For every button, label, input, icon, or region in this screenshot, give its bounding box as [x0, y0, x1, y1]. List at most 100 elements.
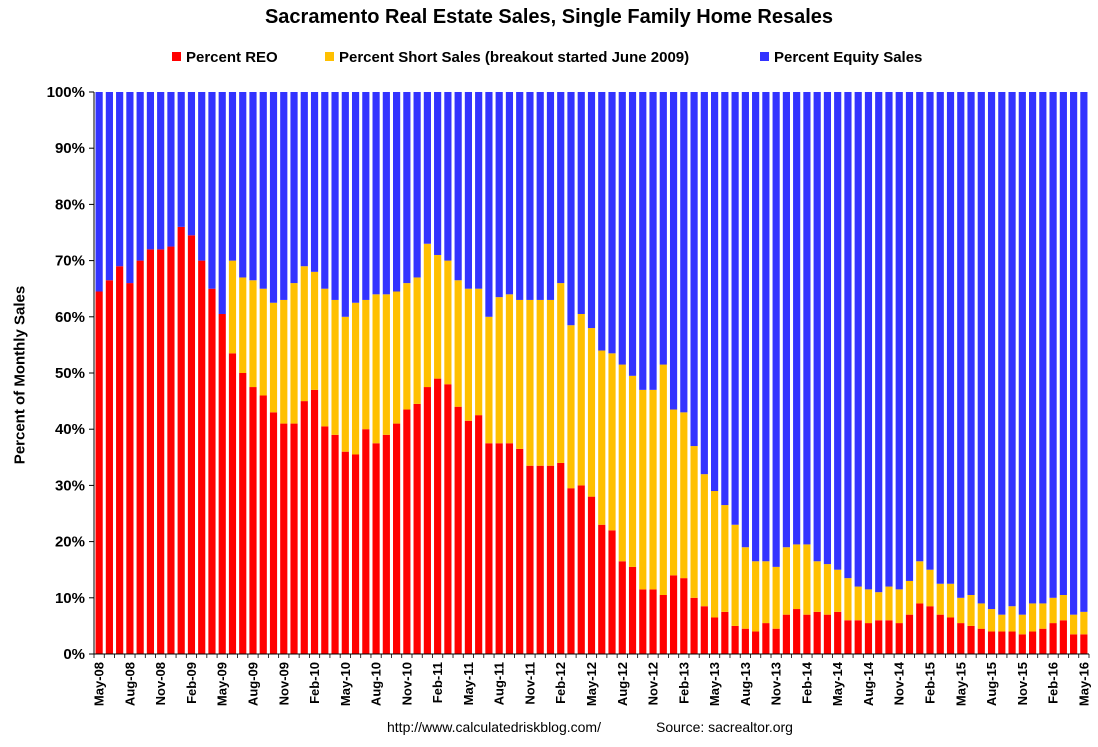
bar-short-sales-May-16 — [1080, 611, 1088, 635]
bar-equity-sales-Feb-15 — [926, 92, 934, 570]
footer-url: http://www.calculatedriskblog.com/ — [387, 719, 601, 735]
x-tick-label: May-15 — [953, 662, 968, 706]
bar-short-sales-Jan-14 — [793, 544, 801, 610]
bar-reo-Feb-10 — [310, 389, 319, 654]
bar-equity-sales-Sep-14 — [875, 92, 883, 593]
bar-equity-sales-May-08 — [95, 92, 103, 292]
bar-equity-sales-Apr-09 — [208, 92, 216, 289]
bar-equity-sales-Sep-12 — [628, 92, 637, 376]
bar-reo-Jun-14 — [844, 620, 852, 654]
bar-reo-Jun-09 — [228, 353, 237, 654]
x-tick-label: Aug-13 — [738, 662, 753, 706]
x-tick-label: Nov-11 — [522, 662, 537, 705]
bar-reo-Feb-15 — [926, 606, 934, 654]
bar-equity-sales-Feb-13 — [680, 92, 688, 413]
bar-reo-Nov-15 — [1018, 634, 1026, 654]
bar-equity-sales-Apr-14 — [823, 92, 832, 565]
bar-reo-Dec-09 — [290, 423, 298, 654]
y-tick-label: 0% — [63, 646, 85, 663]
bar-reo-Dec-14 — [905, 614, 914, 654]
bar-equity-sales-Sep-09 — [259, 92, 267, 289]
bar-short-sales-Sep-11 — [505, 294, 514, 444]
bar-equity-sales-Jun-15 — [967, 92, 975, 595]
bar-short-sales-Oct-13 — [762, 561, 770, 624]
bar-short-sales-Sep-09 — [259, 288, 267, 396]
bar-reo-Dec-10 — [413, 403, 421, 654]
bar-reo-Jul-15 — [977, 628, 985, 654]
bar-equity-sales-Aug-13 — [741, 92, 749, 548]
bar-short-sales-Jun-10 — [351, 302, 360, 455]
bar-equity-sales-Sep-13 — [752, 92, 760, 562]
bar-reo-Aug-09 — [249, 387, 257, 654]
bar-equity-sales-Jul-08 — [116, 92, 124, 267]
bar-equity-sales-Mar-09 — [198, 92, 206, 261]
bar-reo-Apr-09 — [208, 288, 216, 654]
bar-short-sales-Dec-10 — [413, 277, 421, 404]
bar-reo-Sep-09 — [259, 395, 267, 654]
bar-short-sales-Nov-13 — [772, 566, 780, 629]
bar-short-sales-Jun-12 — [598, 350, 606, 525]
x-tick-label: May-13 — [707, 662, 722, 706]
legend-label-reo: Percent REO — [186, 49, 278, 66]
bar-equity-sales-Feb-11 — [434, 92, 442, 255]
bar-reo-Feb-11 — [434, 378, 442, 654]
bar-reo-Dec-11 — [536, 465, 544, 654]
x-tick-label: May-14 — [830, 661, 845, 706]
bar-equity-sales-Jul-15 — [977, 92, 985, 604]
x-tick-label: Nov-13 — [769, 662, 784, 705]
bar-short-sales-Oct-15 — [1008, 606, 1016, 632]
bar-short-sales-May-13 — [711, 491, 719, 618]
legend-item-reo: Percent REO — [172, 49, 278, 66]
bar-short-sales-Dec-14 — [905, 580, 914, 615]
bar-equity-sales-May-14 — [834, 92, 842, 570]
bar-equity-sales-Mar-10 — [321, 92, 329, 289]
bar-short-sales-Aug-12 — [618, 364, 626, 562]
x-tick-label: Feb-12 — [553, 662, 568, 704]
bar-short-sales-Nov-11 — [526, 299, 534, 466]
bar-short-sales-May-12 — [587, 328, 596, 497]
bar-reo-Jun-11 — [475, 415, 483, 654]
bar-short-sales-Jul-09 — [239, 277, 247, 373]
bar-equity-sales-Jun-10 — [351, 92, 360, 303]
bar-short-sales-Mar-14 — [813, 561, 821, 612]
bar-equity-sales-Jul-10 — [362, 92, 370, 300]
bar-equity-sales-Feb-09 — [187, 92, 196, 236]
bar-reo-Jan-11 — [423, 387, 431, 654]
y-tick-label: 90% — [55, 140, 85, 157]
bar-equity-sales-Mar-12 — [567, 92, 575, 326]
bar-reo-Sep-13 — [752, 631, 760, 654]
bar-short-sales-Mar-16 — [1059, 594, 1067, 621]
bar-reo-Apr-15 — [946, 617, 955, 654]
x-tick-label: Feb-13 — [676, 662, 691, 704]
bar-reo-Jun-13 — [721, 611, 729, 654]
x-tick-label: Feb-10 — [307, 662, 322, 704]
bar-equity-sales-Mar-16 — [1059, 92, 1067, 595]
bar-reo-May-11 — [464, 420, 472, 654]
bar-short-sales-Aug-15 — [987, 609, 996, 632]
bar-reo-Aug-14 — [864, 623, 873, 654]
bar-equity-sales-Aug-11 — [495, 92, 503, 298]
legend-label-short-sales: Percent Short Sales (breakout started Ju… — [339, 49, 690, 66]
bar-short-sales-Nov-09 — [280, 299, 288, 424]
bar-reo-Oct-12 — [639, 589, 647, 654]
bar-short-sales-Sep-13 — [752, 561, 760, 632]
legend-swatch-reo — [172, 52, 181, 61]
bar-reo-Mar-13 — [690, 597, 698, 654]
bar-reo-Mar-14 — [813, 611, 821, 654]
bar-short-sales-Jan-12 — [546, 299, 555, 466]
bar-equity-sales-Apr-12 — [577, 92, 585, 314]
bar-reo-Mar-11 — [444, 384, 452, 654]
bar-reo-May-12 — [587, 496, 596, 654]
bar-equity-sales-Jul-12 — [608, 92, 616, 354]
bar-equity-sales-Apr-11 — [454, 92, 462, 281]
bar-short-sales-Jan-16 — [1039, 603, 1047, 629]
bar-equity-sales-Jul-11 — [485, 92, 493, 317]
bar-short-sales-Dec-13 — [782, 547, 790, 615]
bar-equity-sales-Aug-08 — [126, 92, 134, 284]
bar-equity-sales-Dec-10 — [413, 92, 421, 278]
bar-reo-Oct-14 — [885, 620, 893, 654]
bar-equity-sales-Oct-10 — [393, 92, 401, 292]
bar-equity-sales-Aug-09 — [249, 92, 257, 281]
bar-equity-sales-Feb-14 — [803, 92, 811, 545]
bar-reo-Mar-15 — [936, 614, 944, 654]
